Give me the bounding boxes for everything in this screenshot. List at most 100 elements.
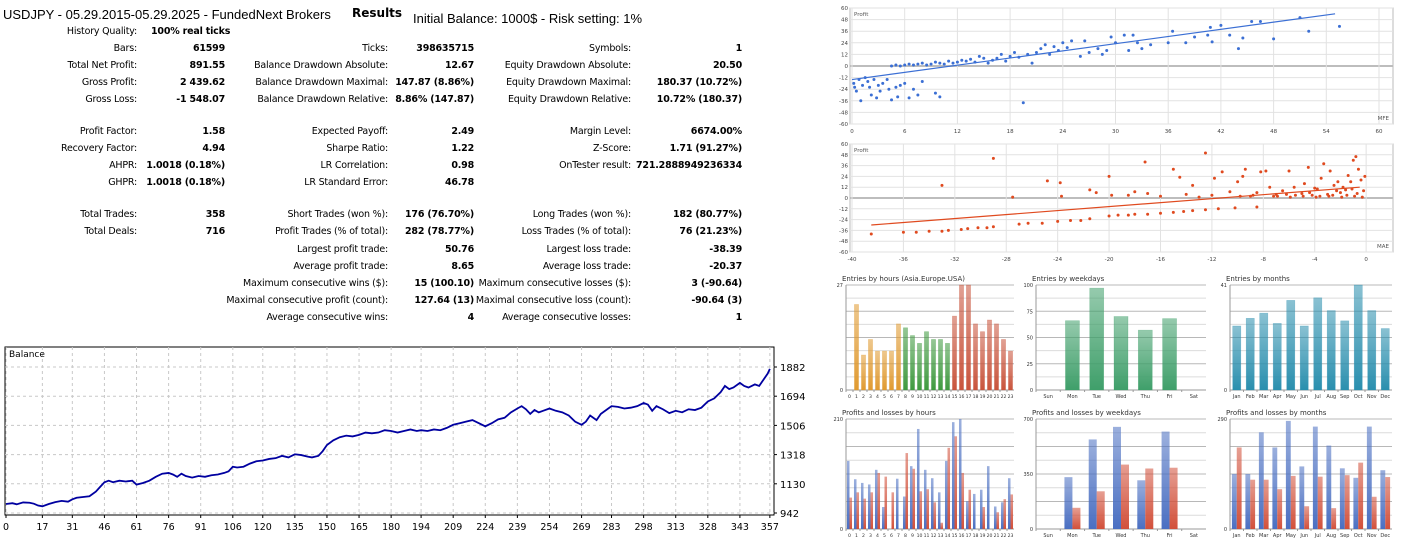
y-tick-label: 48 (841, 153, 848, 159)
x-tick-label: -20 (1105, 257, 1114, 263)
scatter-point (1272, 194, 1276, 198)
entry-bar (1245, 317, 1255, 391)
scatter-point (875, 96, 879, 100)
scatter-point (911, 87, 915, 91)
scatter-point (1210, 40, 1214, 44)
scatter-point (1110, 193, 1114, 197)
loss-bar (968, 489, 972, 529)
y-tick-label: 12 (841, 185, 848, 191)
y-tick-label: 0 (1224, 388, 1227, 394)
loss-bar (1358, 462, 1364, 529)
scatter-point (1182, 210, 1186, 213)
scatter-point (1355, 192, 1359, 195)
loss-bar (933, 502, 937, 529)
stat-value: 1.0018 (0.18%) (146, 160, 225, 171)
y-tick-label: 36 (841, 164, 848, 170)
entry-bar (959, 284, 964, 391)
profit-bar (1113, 426, 1121, 529)
scatter-point (1216, 207, 1220, 211)
x-tick-label: 298 (635, 522, 653, 533)
entry-bar (973, 323, 978, 391)
y-tick-label: -48 (839, 110, 848, 116)
scatter-point (1158, 194, 1162, 198)
entries-by-weekdays-chart: Entries by weekdays 0 25 50 75 100 Sun Mon Tue We… (1023, 275, 1206, 400)
trend-line (851, 13, 1336, 81)
x-tick-label: Feb (1246, 533, 1255, 539)
x-tick-label: Sep (1340, 394, 1349, 400)
scatter-point (1043, 43, 1047, 47)
y-tick-label: 36 (841, 29, 848, 35)
y-tick-label: 1130 (780, 480, 805, 491)
scatter-point (1241, 36, 1245, 40)
profits-losses-by-months-chart: Profits and losses by months 0 290 Jan Feb Ma… (1217, 409, 1392, 539)
scatter-point (977, 54, 981, 58)
y-tick-label: -60 (839, 122, 848, 128)
x-tick-label: 11 (924, 533, 930, 539)
x-tick-label: Sep (1340, 533, 1349, 539)
x-tick-label: Nov (1367, 394, 1377, 400)
x-tick-label: -16 (1156, 257, 1165, 263)
scatter-point (852, 81, 856, 85)
scatter-point (1171, 167, 1175, 171)
stat-label: Z-Score: (593, 143, 631, 154)
scatter-point (868, 85, 872, 89)
profit-bar (1299, 466, 1305, 529)
y-tick-label: 100 (1023, 283, 1033, 289)
entry-bar (945, 343, 950, 391)
stat-value: 3 (-90.64) (691, 278, 742, 289)
trend-line (871, 186, 1360, 226)
entry-bar (980, 331, 985, 391)
entry-bar (1367, 310, 1377, 391)
scatter-point (861, 83, 865, 87)
x-axis-label: MFE (1378, 116, 1390, 122)
y-tick-label: 41 (1221, 283, 1227, 289)
stat-label: History Quality: (66, 26, 137, 37)
scatter-point (985, 226, 989, 230)
scatter-point (903, 81, 907, 85)
x-tick-label: 2 (862, 394, 865, 400)
scatter-point (947, 59, 951, 63)
scatter-point (1332, 183, 1336, 187)
entry-bar (1137, 329, 1153, 391)
scatter-point (1039, 47, 1043, 51)
stat-label: Profit Trades (% of total): (275, 226, 388, 237)
scatter-point (1122, 33, 1126, 37)
entry-bar (931, 339, 936, 391)
scatter-point (925, 63, 929, 67)
profit-bar (986, 466, 990, 529)
stat-label: Equity Drawdown Absolute: (504, 60, 631, 71)
profit-bar (1161, 431, 1170, 529)
y-tick-label: 290 (1217, 417, 1227, 423)
scatter-point (916, 62, 920, 66)
scatter-point (1306, 165, 1310, 169)
x-tick-label: Jun (1299, 394, 1308, 400)
scatter-point (1193, 35, 1197, 39)
profit-bar (902, 496, 906, 529)
y-tick-label: 24 (841, 41, 848, 47)
y-tick-label: 210 (833, 417, 843, 423)
stat-label: GHPR: (108, 177, 137, 188)
stat-label: Maximal consecutive loss (count): (475, 295, 631, 306)
scatter-point (1275, 194, 1279, 198)
scatter-point (1184, 192, 1188, 196)
profit-bar (1339, 468, 1345, 529)
scatter-point (1149, 43, 1153, 47)
stat-label: Balance Drawdown Absolute: (254, 60, 388, 71)
scatter-point (1255, 205, 1259, 209)
stat-value: 4.94 (202, 143, 225, 154)
x-tick-label: 21 (994, 533, 1000, 539)
x-tick-label: 13 (938, 394, 944, 400)
x-tick-label: 22 (1001, 394, 1007, 400)
x-tick-label: 15 (952, 533, 958, 539)
scatter-point (1203, 208, 1207, 212)
scatter-point (1203, 151, 1207, 155)
x-axis-label: MAE (1377, 244, 1390, 250)
stat-label: Total Net Profit: (67, 60, 138, 71)
entry-bar (1326, 310, 1336, 391)
scatter-point (1026, 221, 1030, 225)
scatter-point (1109, 35, 1113, 39)
x-tick-label: 23 (1008, 533, 1014, 539)
entry-bar (966, 284, 971, 391)
scatter-point (890, 98, 894, 102)
entry-bar (994, 323, 999, 391)
